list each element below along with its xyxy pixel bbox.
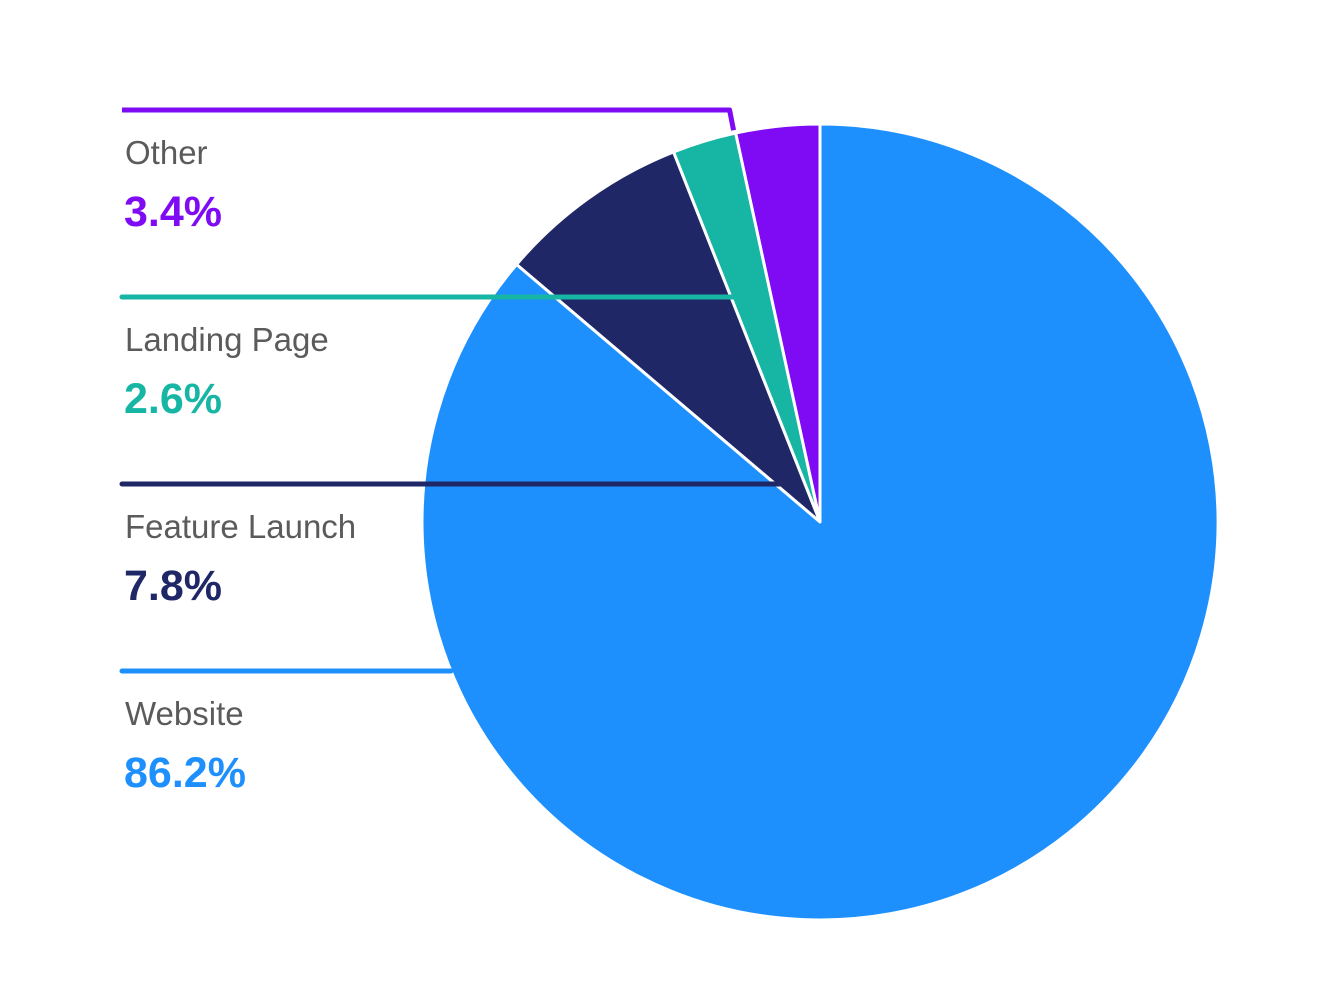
pie-slice-website [420,122,1220,922]
legend-value-landing-page: 2.6% [124,375,222,423]
legend-value-website: 86.2% [124,749,246,797]
leader-lines [119,107,796,674]
legend-label-landing-page: Landing Page [125,321,329,358]
pie-slice-feature-launch [515,150,822,524]
legend-label-other: Other [125,134,208,171]
legend-value-feature-launch: 7.8% [124,562,222,610]
leader-line-other [122,107,737,131]
legend-labels: Other 3.4% Landing Page 2.6% Feature Launch 7… [124,134,356,797]
legend-label-website: Website [125,695,244,732]
legend-label-feature-launch: Feature Launch [125,508,356,545]
pie-slices [420,122,1220,922]
legend-value-other: 3.4% [124,188,222,236]
